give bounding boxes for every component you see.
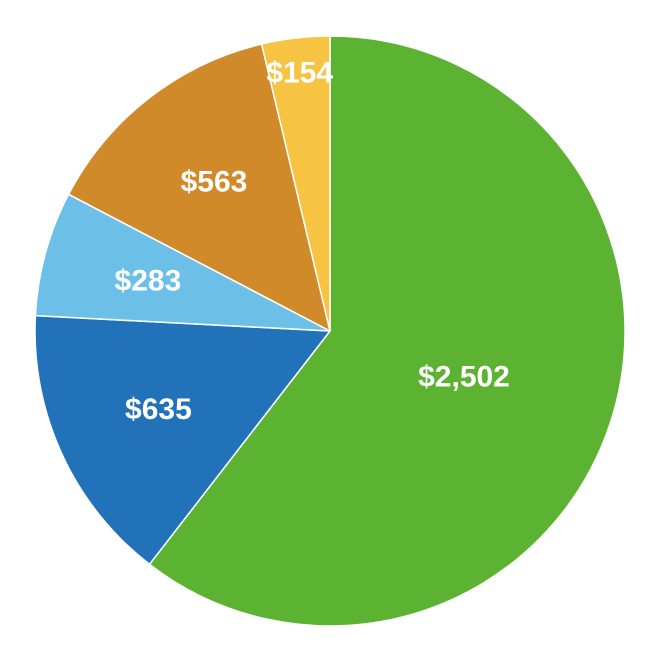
pie-slice-2 — [34, 314, 331, 566]
pie-slice-3 — [34, 193, 331, 332]
pie-slice-5 — [260, 35, 331, 332]
slice-label-1: $2,502 — [418, 360, 510, 393]
slice-label-3: $283 — [115, 265, 182, 298]
slice-label-5: $154 — [266, 57, 333, 90]
slice-label-2: $635 — [125, 393, 192, 426]
pie-slice-1 — [148, 35, 626, 627]
slice-label-4: $563 — [181, 166, 248, 199]
pie-slice-4 — [67, 43, 331, 332]
